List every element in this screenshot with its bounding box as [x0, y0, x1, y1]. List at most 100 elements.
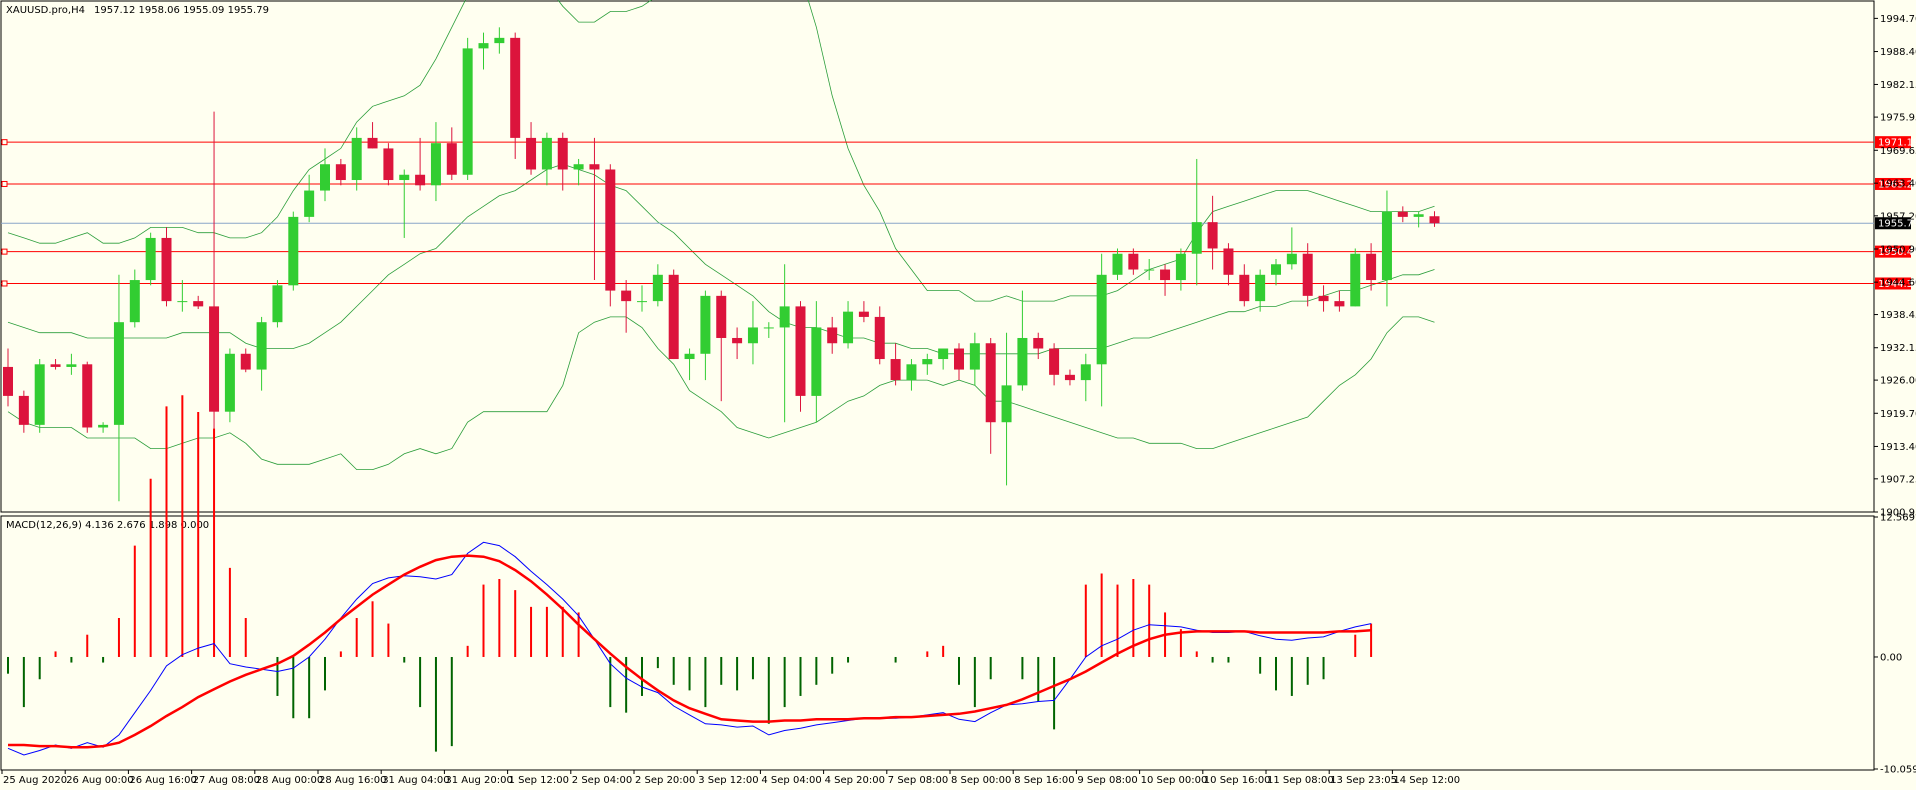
- time-tick-label: 11 Sep 08:00: [1267, 775, 1334, 786]
- level-price-tag: [1875, 277, 1911, 290]
- candle: [1397, 206, 1408, 223]
- macd-tick-label: 12.569: [1880, 513, 1915, 524]
- candle: [1366, 243, 1377, 291]
- candle: [1350, 248, 1361, 307]
- candle: [1128, 248, 1139, 275]
- candle: [177, 280, 188, 312]
- time-tick-label: 28 Aug 00:00: [256, 775, 323, 786]
- candle: [1001, 332, 1012, 486]
- candle: [732, 327, 743, 360]
- candle: [320, 148, 330, 202]
- candle: [1334, 290, 1345, 312]
- candle: [1207, 195, 1218, 270]
- time-tick-label: 28 Aug 16:00: [319, 775, 386, 786]
- current-price-label: 1955.79: [1878, 219, 1916, 230]
- price-tick-label: 1969.65: [1880, 146, 1916, 157]
- candle: [1064, 369, 1075, 386]
- bollinger-middle: [7, 163, 1435, 355]
- time-tick-label: 14 Sep 12:00: [1393, 775, 1460, 786]
- time-tick-label: 1 Sep 12:00: [509, 775, 569, 786]
- candle: [1096, 253, 1107, 407]
- candle: [1160, 264, 1171, 296]
- candle: [906, 359, 917, 391]
- candle: [1144, 259, 1155, 281]
- price-tick-label: 1982.15: [1880, 80, 1916, 91]
- candle: [415, 137, 426, 191]
- candle: [98, 422, 109, 433]
- price-tick-label: 1975.95: [1880, 113, 1916, 124]
- time-tick-label: 31 Aug 20:00: [445, 775, 512, 786]
- candle: [985, 337, 996, 454]
- candle: [66, 353, 77, 375]
- level-price-label: 1950.40: [1878, 247, 1916, 258]
- candle: [430, 122, 441, 202]
- candle: [240, 348, 251, 373]
- candle: [224, 348, 235, 423]
- time-tick-label: 31 Aug 04:00: [382, 775, 449, 786]
- candle: [129, 269, 140, 328]
- candle: [747, 301, 758, 365]
- price-tick-label: 1907.25: [1880, 474, 1916, 485]
- candle: [1175, 248, 1186, 291]
- time-tick-label: 2 Sep 04:00: [572, 775, 632, 786]
- candle: [589, 137, 600, 281]
- candle: [541, 132, 552, 186]
- time-tick-label: 4 Sep 04:00: [761, 775, 821, 786]
- candle: [193, 295, 204, 310]
- symbol-label: XAUUSD.pro,H4: [6, 5, 85, 16]
- candle: [526, 122, 537, 175]
- bollinger-lower: [7, 316, 1435, 470]
- candle: [494, 27, 505, 54]
- candle: [335, 158, 346, 186]
- candle: [1033, 332, 1044, 360]
- candle: [938, 348, 949, 370]
- candle: [795, 301, 806, 412]
- level-price-tag: [1875, 136, 1911, 149]
- candle: [763, 322, 774, 338]
- candle: [874, 306, 885, 365]
- level-anchor-icon: [1, 280, 8, 287]
- candle: [304, 174, 315, 223]
- candle: [209, 111, 220, 454]
- candle: [399, 169, 410, 238]
- level-price-label: 1963.25: [1878, 179, 1916, 190]
- candle: [637, 285, 647, 312]
- candle: [684, 348, 695, 381]
- time-tick-label: 8 Sep 16:00: [1014, 775, 1074, 786]
- time-tick-label: 26 Aug 00:00: [66, 775, 133, 786]
- candle: [446, 127, 457, 181]
- candle: [922, 353, 933, 375]
- price-tick-label: 1900.95: [1880, 508, 1916, 519]
- horizontal-levels: 1971.19 1963.25 1950.40 1944.35: [1, 136, 1916, 290]
- candle: [557, 132, 568, 191]
- candle: [621, 280, 632, 333]
- time-tick-label: 10 Sep 16:00: [1204, 775, 1271, 786]
- time-tick-label: 8 Sep 00:00: [951, 775, 1011, 786]
- price-tick-label: 1944.60: [1880, 278, 1916, 289]
- macd-line: [7, 541, 1372, 756]
- candle: [1239, 264, 1250, 307]
- time-tick-label: 10 Sep 00:00: [1141, 775, 1208, 786]
- candle: [700, 290, 711, 381]
- price-tick-label: 1988.40: [1880, 47, 1916, 58]
- time-tick-label: 25 Aug 2020: [3, 775, 67, 786]
- candle: [1271, 259, 1281, 286]
- price-tick-label: 1919.70: [1880, 409, 1916, 420]
- candle: [605, 164, 616, 307]
- candle: [1049, 343, 1060, 386]
- price-tick-label: 1938.45: [1880, 310, 1916, 321]
- candle: [668, 269, 679, 360]
- macd-tick-label: -10.059: [1880, 765, 1916, 776]
- candle: [1191, 158, 1202, 286]
- macd-panel[interactable]: MACD(12,26,9) 4.136 2.676 1.898 0.000 12…: [0, 395, 1916, 776]
- price-tick-label: 1994.70: [1880, 14, 1916, 25]
- candle: [367, 122, 378, 149]
- price-panel[interactable]: XAUUSD.pro,H4 1957.12 1958.06 1955.09 19…: [0, 0, 1916, 519]
- price-tick-label: 1963.40: [1880, 179, 1916, 190]
- level-anchor-icon: [1, 139, 8, 146]
- price-tick-label: 1926.00: [1880, 376, 1916, 387]
- candle: [1080, 353, 1091, 402]
- bollinger-upper: [7, 0, 1435, 302]
